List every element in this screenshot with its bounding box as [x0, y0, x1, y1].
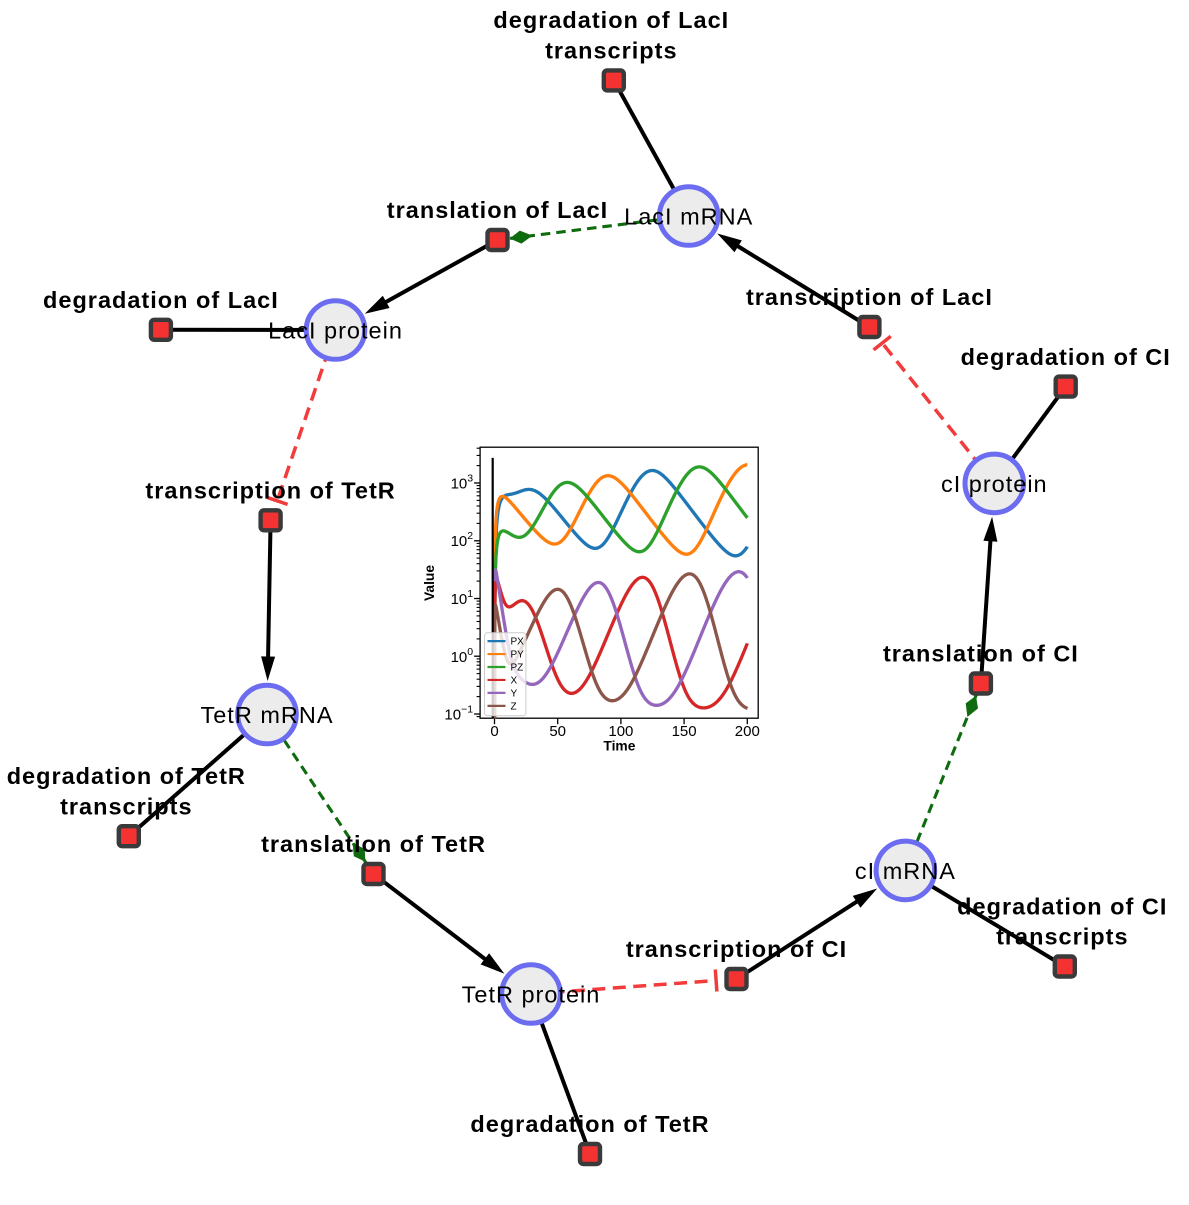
- svg-text:transcripts: transcripts: [60, 793, 192, 819]
- svg-text:degradation of LacI: degradation of LacI: [493, 7, 729, 33]
- svg-text:Y: Y: [511, 688, 518, 699]
- svg-text:degradation of TetR: degradation of TetR: [470, 1111, 709, 1137]
- svg-text:degradation of CI: degradation of CI: [957, 893, 1167, 919]
- svg-text:50: 50: [549, 723, 566, 740]
- svg-text:LacI mRNA: LacI mRNA: [624, 204, 753, 230]
- svg-text:TetR protein: TetR protein: [462, 982, 601, 1008]
- svg-text:transcripts: transcripts: [545, 38, 677, 64]
- svg-text:TetR mRNA: TetR mRNA: [200, 702, 333, 728]
- svg-text:Time: Time: [603, 739, 635, 754]
- svg-text:PY: PY: [511, 649, 525, 660]
- svg-text:cI mRNA: cI mRNA: [855, 858, 956, 884]
- svg-text:PZ: PZ: [511, 662, 524, 673]
- svg-text:degradation of TetR: degradation of TetR: [7, 763, 246, 789]
- svg-text:Z: Z: [511, 701, 517, 712]
- svg-text:X: X: [511, 675, 518, 686]
- svg-text:200: 200: [735, 723, 760, 740]
- svg-text:translation of TetR: translation of TetR: [261, 831, 486, 857]
- svg-text:100: 100: [608, 723, 633, 740]
- svg-text:transcripts: transcripts: [996, 924, 1128, 950]
- svg-text:0: 0: [490, 723, 498, 740]
- svg-text:translation of LacI: translation of LacI: [387, 197, 608, 223]
- svg-text:degradation of CI: degradation of CI: [961, 344, 1171, 370]
- svg-text:transcription of LacI: transcription of LacI: [746, 284, 993, 310]
- svg-text:transcription of TetR: transcription of TetR: [145, 478, 395, 504]
- svg-text:degradation of LacI: degradation of LacI: [43, 287, 279, 313]
- svg-text:150: 150: [672, 723, 697, 740]
- svg-text:translation of CI: translation of CI: [883, 641, 1079, 667]
- svg-text:Value: Value: [422, 565, 437, 601]
- svg-text:cI protein: cI protein: [941, 471, 1048, 497]
- svg-text:LacI protein: LacI protein: [268, 318, 403, 344]
- svg-text:PX: PX: [511, 637, 525, 648]
- svg-text:transcription of CI: transcription of CI: [626, 936, 847, 962]
